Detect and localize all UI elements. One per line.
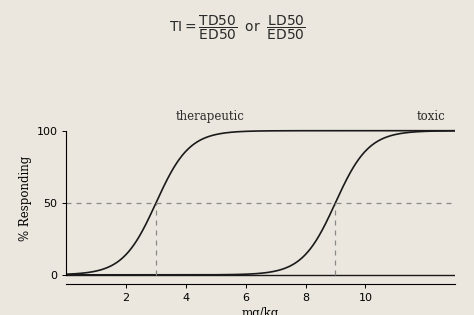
- Text: $\mathrm{TI} = \dfrac{\mathrm{TD50}}{\mathrm{ED50}}$$\;\;\mathrm{or}\;\; \dfrac{: $\mathrm{TI} = \dfrac{\mathrm{TD50}}{\ma…: [169, 14, 305, 43]
- Y-axis label: % Responding: % Responding: [19, 156, 32, 241]
- X-axis label: mg/kg: mg/kg: [242, 307, 279, 315]
- Text: therapeutic: therapeutic: [175, 111, 244, 123]
- Text: toxic: toxic: [417, 111, 446, 123]
